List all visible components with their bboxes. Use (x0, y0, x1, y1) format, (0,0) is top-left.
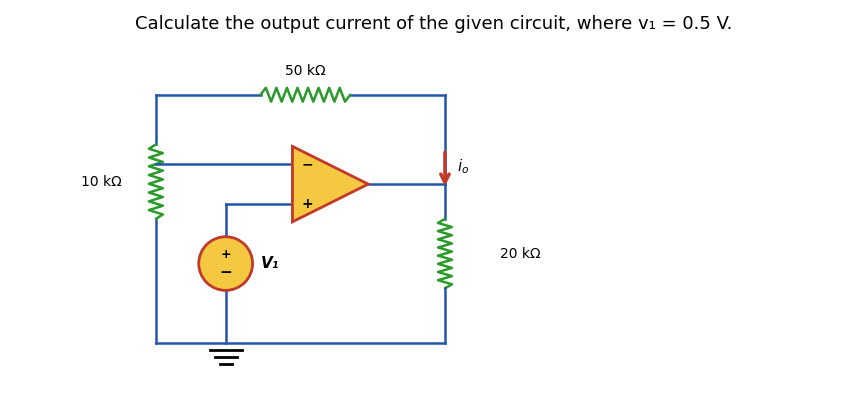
Circle shape (199, 237, 253, 290)
Text: +: + (220, 248, 231, 261)
Text: +: + (301, 197, 313, 211)
Text: Calculate the output current of the given circuit, where v₁ = 0.5 V.: Calculate the output current of the give… (135, 15, 733, 33)
Polygon shape (293, 146, 368, 222)
Text: −: − (220, 265, 232, 280)
Text: $i_o$: $i_o$ (457, 157, 470, 176)
Text: 50 kΩ: 50 kΩ (285, 64, 326, 78)
Text: 10 kΩ: 10 kΩ (81, 175, 122, 189)
Text: −: − (301, 157, 313, 171)
Text: 20 kΩ: 20 kΩ (500, 247, 541, 261)
Text: V₁: V₁ (260, 256, 279, 271)
